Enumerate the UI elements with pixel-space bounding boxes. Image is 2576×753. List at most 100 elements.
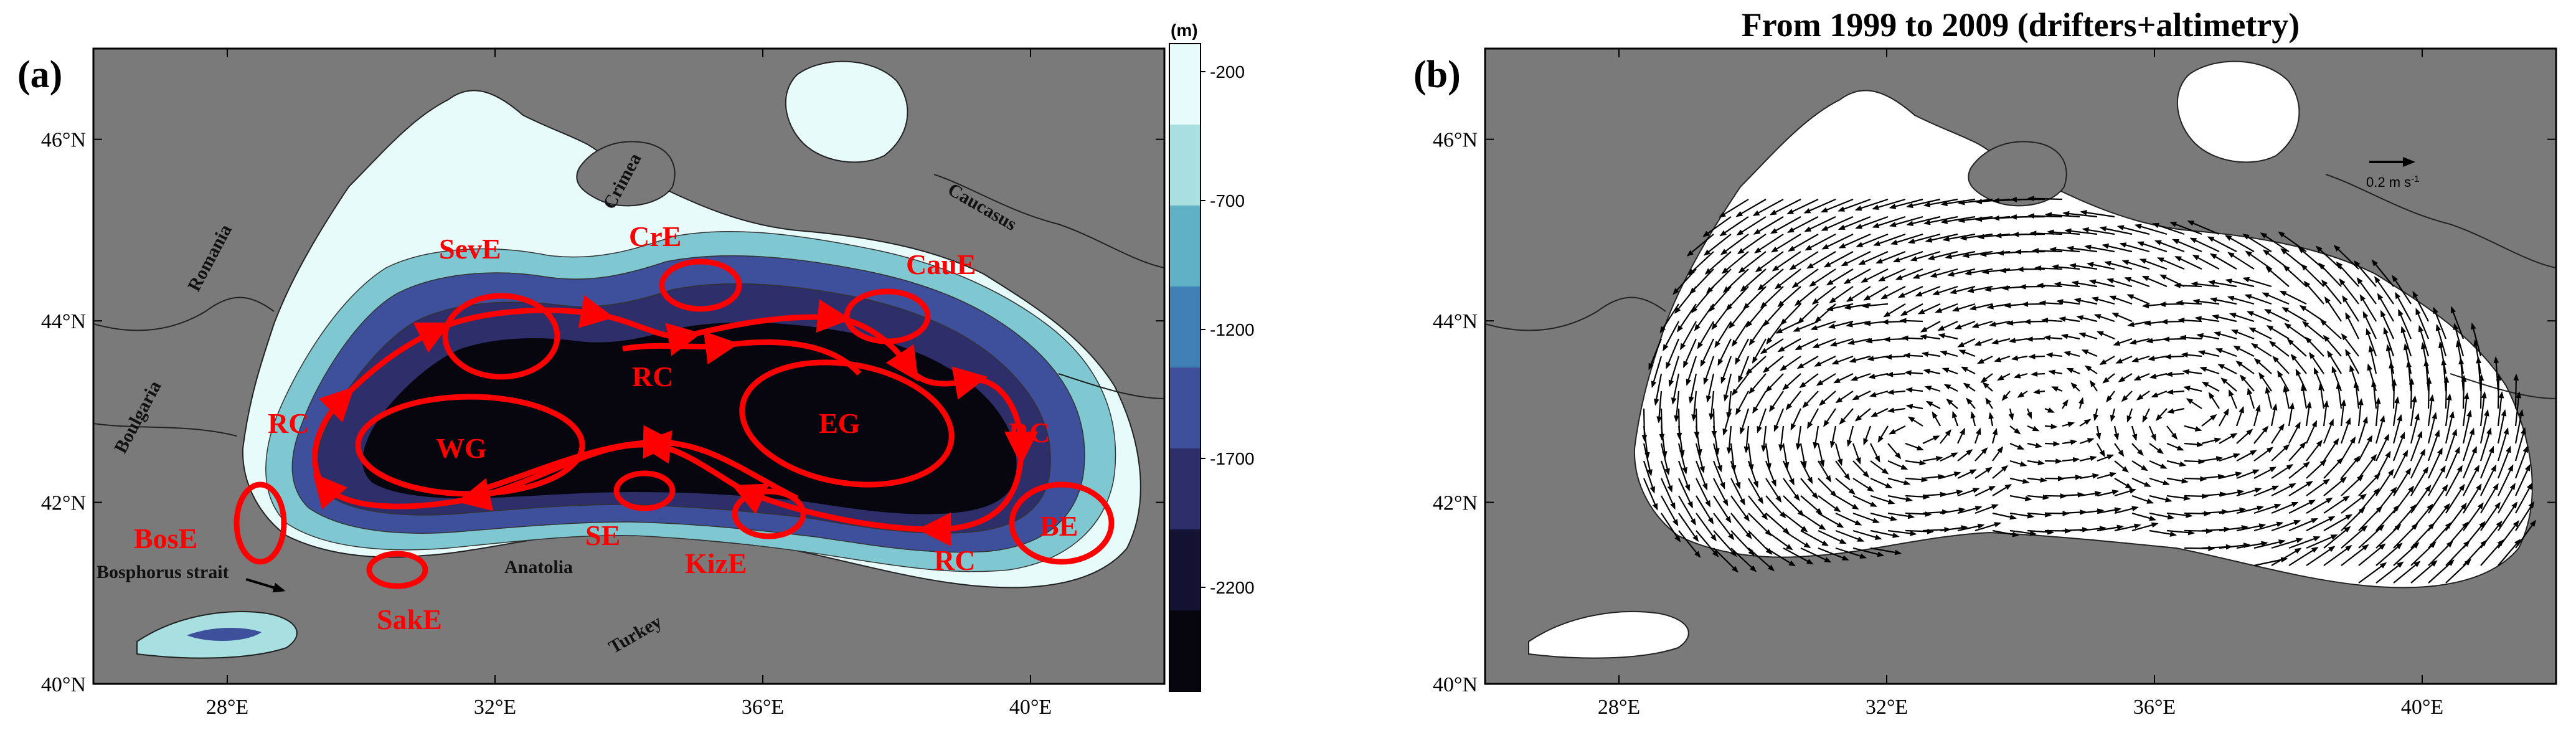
- velocity-arrow: [2032, 248, 2063, 253]
- velocity-arrow: [1974, 466, 1993, 479]
- velocity-arrow: [1946, 398, 1958, 409]
- velocity-arrow: [2418, 324, 2430, 357]
- velocity-arrow: [1765, 478, 1782, 503]
- velocity-arrow: [1829, 425, 1837, 448]
- velocity-arrow: [1783, 495, 1805, 517]
- velocity-arrow: [1938, 333, 1958, 340]
- velocity-arrow: [2375, 415, 2385, 444]
- velocity-arrow: [1922, 435, 1940, 444]
- velocity-arrow: [1951, 303, 1976, 312]
- velocity-arrow: [1799, 373, 1819, 389]
- velocity-arrow: [1839, 408, 1854, 425]
- velocity-arrow: [2265, 386, 2273, 409]
- velocity-arrow: [2389, 361, 2395, 392]
- velocity-arrow: [1677, 303, 1697, 333]
- velocity-arrow: [2441, 358, 2447, 392]
- velocity-arrow: [1870, 495, 1895, 504]
- velocity-arrow: [1905, 404, 1923, 410]
- velocity-arrow: [2299, 305, 2324, 322]
- velocity-arrow: [1800, 460, 1813, 485]
- velocity-arrow: [2097, 524, 2124, 532]
- velocity-arrow: [1960, 233, 1993, 241]
- velocity-arrow: [1807, 408, 1819, 429]
- velocity-arrow: [1835, 513, 1862, 526]
- velocity-arrow: [1903, 353, 1923, 359]
- velocity-arrow: [1761, 425, 1767, 453]
- velocity-arrow: [2271, 538, 2303, 549]
- velocity-arrow: [1974, 338, 1993, 346]
- velocity-arrow: [1952, 410, 1959, 427]
- velocity-arrow: [2189, 237, 2220, 252]
- velocity-arrow: [2480, 539, 2504, 566]
- velocity-arrow: [1816, 373, 1836, 386]
- velocity-arrow: [2062, 492, 2085, 498]
- velocity-arrow: [1702, 216, 1732, 237]
- velocity-arrow: [1800, 530, 1829, 546]
- velocity-arrow: [2219, 471, 2243, 480]
- velocity-arrow: [2079, 508, 2105, 514]
- velocity-arrow: [1887, 460, 1908, 470]
- velocity-arrow: [2219, 490, 2245, 497]
- velocity-arrow: [2392, 275, 2412, 305]
- panel-a: (a): [17, 21, 1255, 719]
- velocity-arrow: [2017, 391, 2028, 398]
- velocity-arrow: [1782, 443, 1790, 470]
- velocity-arrow: [1747, 443, 1754, 471]
- colorbar-tick-label: -200: [1210, 62, 1245, 82]
- velocity-arrow: [1794, 286, 1819, 306]
- a-xtick-label: 28°E: [206, 696, 248, 719]
- velocity-arrow: [2375, 561, 2404, 584]
- rim-current-path: [315, 310, 1021, 529]
- a-ytick-label: 42°N: [41, 492, 86, 515]
- velocity-arrow: [1818, 547, 1849, 561]
- velocity-arrow: [1854, 198, 1889, 211]
- velocity-arrow: [1760, 286, 1784, 309]
- velocity-arrow: [2244, 294, 2272, 305]
- velocity-arrow: [2097, 454, 2115, 462]
- velocity-arrow: [2183, 386, 2202, 392]
- label-bose: BosE: [134, 523, 197, 554]
- velocity-arrow: [2194, 316, 2220, 323]
- velocity-arrow: [1800, 513, 1826, 531]
- velocity-arrow: [2253, 503, 2281, 514]
- crimea-b: [1968, 141, 2067, 207]
- velocity-arrow: [1730, 478, 1745, 506]
- velocity-arrow: [2392, 432, 2405, 462]
- velocity-arrow: [1856, 233, 1889, 247]
- velocity-arrow: [2134, 224, 2168, 235]
- velocity-arrow: [1811, 286, 1836, 305]
- velocity-arrow: [2271, 423, 2285, 444]
- velocity-arrow: [1765, 495, 1786, 519]
- velocity-arrow: [2090, 380, 2098, 392]
- velocity-arrow: [2323, 457, 2344, 479]
- velocity-arrow: [1941, 367, 1958, 375]
- velocity-arrow: [2172, 239, 2202, 253]
- velocity-arrow: [1651, 356, 1663, 389]
- velocity-arrow: [2498, 539, 2521, 566]
- velocity-arrow: [2219, 433, 2238, 444]
- velocity-arrow: [1713, 513, 1735, 541]
- velocity-arrow: [1796, 356, 1819, 369]
- velocity-arrow: [2201, 381, 2220, 392]
- velocity-arrow: [1695, 443, 1705, 473]
- panel-a-frame: [92, 47, 1166, 685]
- velocity-arrow: [1714, 321, 1732, 348]
- velocity-arrow: [2142, 408, 2150, 423]
- velocity-arrow: [1740, 268, 1767, 292]
- colorbar-tick-label: -700: [1210, 191, 1245, 211]
- velocity-arrow: [2131, 512, 2157, 521]
- velocity-arrow: [1818, 495, 1841, 513]
- velocity-arrow: [2026, 408, 2032, 419]
- velocity-arrow: [1870, 477, 1893, 489]
- velocity-arrow: [1870, 443, 1880, 463]
- velocity-arrow: [1957, 469, 1977, 479]
- velocity-arrow: [1777, 338, 1801, 353]
- label-caue: CauE: [906, 249, 976, 280]
- velocity-arrow: [1771, 234, 1801, 253]
- velocity-arrow: [2044, 476, 2065, 481]
- velocity-arrow: [1674, 391, 1680, 423]
- velocity-arrow: [1726, 425, 1732, 455]
- colorbar-strips: [1169, 44, 1201, 692]
- velocity-arrow: [2400, 326, 2412, 357]
- velocity-arrow: [1757, 268, 1784, 291]
